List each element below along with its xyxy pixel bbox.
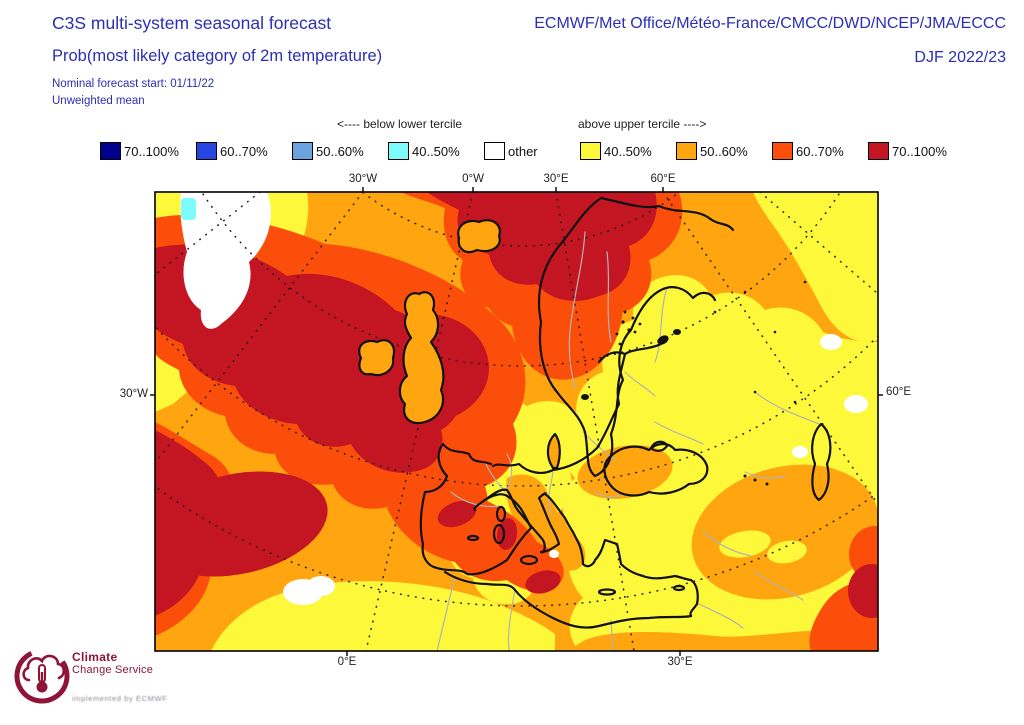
legend-item: 60..70% [196,142,292,160]
map-frame [154,191,879,652]
legend-chip [772,142,793,160]
logo-title-line1: Climate [72,650,118,664]
page-title: C3S multi-system seasonal forecast [52,13,332,33]
legend-chip [868,142,889,160]
lon-label-top: 0°W [462,173,484,185]
legend-chip [580,142,601,160]
legend-label: 50..60% [700,143,748,159]
cyan-40-50-region [181,198,196,220]
legend-label: 60..70% [796,143,844,159]
italy-coast [483,488,561,554]
forecast-map [149,186,884,657]
legend-chip [100,142,121,160]
crete [597,588,617,596]
lon-label-top: 30°W [348,173,378,185]
lon-label-right: 60°E [886,386,912,398]
legend-label: 40..50% [604,143,652,159]
legend-item: 50..60% [676,142,772,160]
legend-label: 50..60% [316,143,364,159]
legend-item: 40..50% [388,142,484,160]
method-label: Unweighted mean [52,95,145,107]
legend-item: 70..100% [100,142,196,160]
coastlines [358,196,832,629]
legend-chip [676,142,697,160]
denmark-coast [546,432,561,470]
legend-chip [388,142,409,160]
lon-label-bottom: 0°E [337,656,357,668]
ireland-coast [358,339,396,377]
legend: 70..100% 60..70% 50..60% 40..50% other 4… [100,142,964,160]
france-iberia-coast [419,442,533,576]
orange-50-60-regions [506,445,878,651]
corsica [495,505,507,523]
legend-chip [484,142,505,160]
great-britain-coast [398,291,445,425]
sardinia [492,523,506,545]
legend-item: other [484,142,580,160]
legend-item: 70..100% [868,142,964,160]
copernicus-logo-icon [14,648,70,704]
cyprus [672,584,686,592]
legend-item: 60..70% [772,142,868,160]
lon-label-bottom: 30°E [667,656,693,668]
legend-item: 50..60% [292,142,388,160]
legend-label: 70..100% [892,143,947,159]
country-borders [436,231,820,651]
adriatic-greece-turkey-coast [543,492,699,618]
sicily [519,554,539,566]
below-tercile-arrow: <---- below lower tercile [337,117,463,131]
lon-label-top: 60°E [650,173,676,185]
logo-subtext: implemented by ECMWF [72,694,168,703]
season-label: DJF 2022/23 [914,49,1006,66]
legend-label: 40..50% [412,143,460,159]
page-subtitle: Prob(most likely category of 2m temperat… [52,47,383,65]
legend-chip [292,142,313,160]
white-other-regions [180,192,868,605]
forecast-centers: ECMWF/Met Office/Météo-France/CMCC/DWD/N… [534,15,1006,32]
lakes-and-speckles [581,280,807,486]
forecast-map-canvas [150,187,883,656]
yellow-patches-middle-east [719,530,807,564]
legend-label: other [508,143,538,159]
caspian-sea-coast [811,422,832,502]
legend-item: 40..50% [580,142,676,160]
legend-label: 70..100% [124,143,179,159]
balearics [466,534,480,542]
baltic-coast [491,352,627,474]
lon-label-left: 30°W [119,388,148,400]
legend-label: 60..70% [220,143,268,159]
sea-of-azov [649,440,669,452]
copernicus-logo [12,638,70,718]
arctic-coast [599,196,735,232]
legend-chip [196,142,217,160]
north-africa-coast [443,570,693,629]
lon-label-top: 30°E [543,173,569,185]
black-sea-coast [603,442,709,497]
forecast-start: Nominal forecast start: 01/11/22 [52,78,215,90]
logo-title-line2: Change Service [72,664,154,676]
iceland-coast [457,219,501,254]
map-ticks [150,187,883,656]
above-tercile-arrow: above upper tercile ----> [578,117,707,131]
